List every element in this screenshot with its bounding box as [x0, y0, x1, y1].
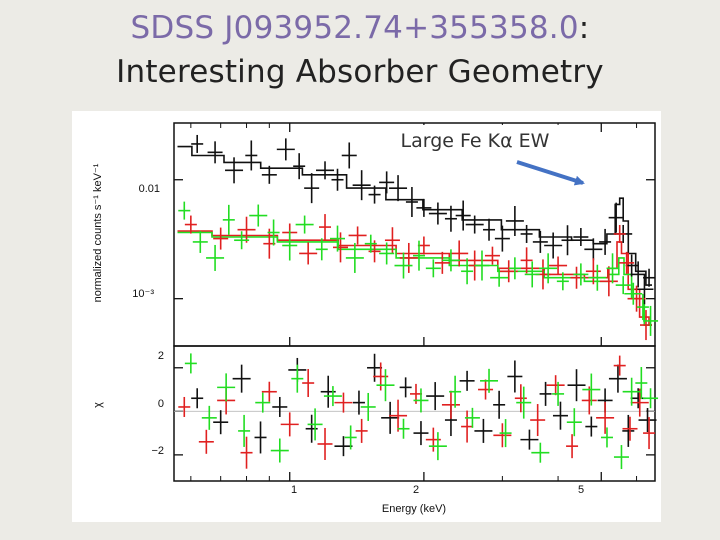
y-tick-top-1: 10⁻³	[132, 288, 154, 300]
bottom-panel-frame	[173, 345, 656, 482]
spectrum-chart: 0.01 10⁻³ 2 0 −2 1 2 5 Energy (keV) norm…	[92, 122, 659, 515]
spectrum-figure: 0.01 10⁻³ 2 0 −2 1 2 5 Energy (keV) norm…	[72, 111, 661, 522]
x-tick-0: 1	[291, 484, 297, 496]
y-tick-top-0: 0.01	[139, 183, 160, 195]
slide-title: SDSS J093952.74+355358.0: Interesting Ab…	[0, 6, 720, 94]
y-tick-bottom-0: 2	[158, 350, 164, 362]
x-tick-2: 5	[578, 484, 584, 496]
title-line-1: SDSS J093952.74+355358.0:	[0, 6, 720, 50]
fe-k-alpha-annotation: Large Fe Kα EW	[401, 130, 550, 152]
title-line-2: Interesting Absorber Geometry	[116, 54, 604, 90]
title-colon: :	[578, 10, 590, 46]
annotation-background	[378, 125, 568, 155]
x-axis-label: Energy (keV)	[382, 503, 446, 515]
model-step-black	[177, 145, 652, 286]
y-tick-bottom-1: 0	[158, 398, 164, 410]
y-axis-label-bottom: χ	[92, 402, 104, 408]
x-tick-1: 2	[413, 484, 419, 496]
object-name: SDSS J093952.74+355358.0	[130, 10, 579, 46]
y-axis-label-top: normalized counts s⁻¹ keV⁻¹	[92, 163, 104, 302]
y-tick-bottom-2: −2	[151, 445, 164, 457]
annotation-arrow	[516, 160, 585, 186]
